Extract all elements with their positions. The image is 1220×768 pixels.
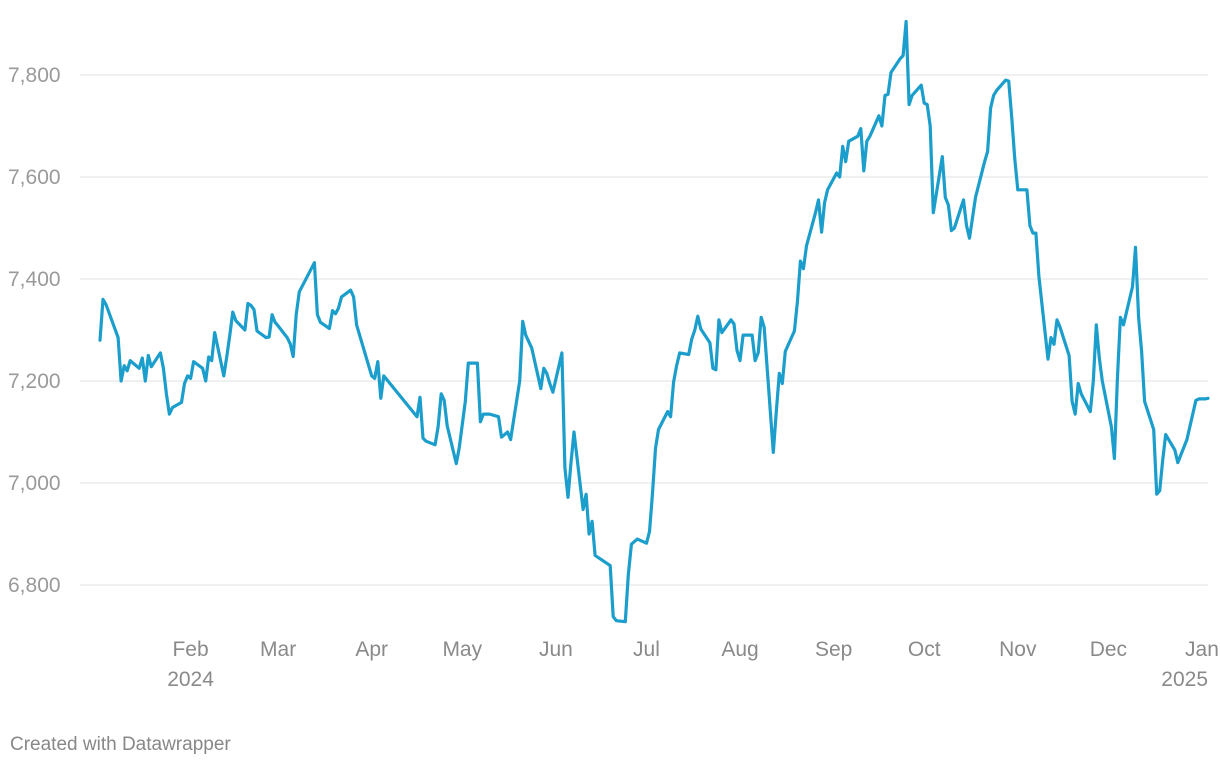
x-tick-year: 2025 xyxy=(1161,668,1208,691)
x-tick-month: Nov xyxy=(999,638,1037,661)
x-tick-label: May xyxy=(442,638,482,661)
x-tick-month: Jan xyxy=(1185,638,1219,661)
x-tick-label: Sep xyxy=(815,638,852,661)
x-tick-label: Oct xyxy=(908,638,941,661)
x-tick-month: Dec xyxy=(1090,638,1127,661)
x-tick-label: Feb 2024 xyxy=(167,638,214,691)
y-tick-label: 6,800 xyxy=(8,574,61,597)
x-tick-month: Mar xyxy=(260,638,296,661)
x-tick-month: Feb xyxy=(172,638,208,661)
y-tick-label: 7,800 xyxy=(8,64,61,87)
x-tick-label: Jun xyxy=(539,638,573,661)
x-tick-label: Nov xyxy=(999,638,1037,661)
x-tick-month: Sep xyxy=(815,638,852,661)
x-tick-year: 2024 xyxy=(167,668,214,691)
y-tick-label: 7,200 xyxy=(8,370,61,393)
y-axis-tick-labels: 6,800 7,000 7,200 7,400 7,600 7,800 xyxy=(8,64,61,597)
x-axis-tick-labels: Feb 2024 Mar Apr May Jun Jul Aug Sep Oct Nov Dec Jan… xyxy=(167,638,1219,691)
x-tick-month: Aug xyxy=(721,638,758,661)
y-tick-label: 7,400 xyxy=(8,268,61,291)
credit-footer: Created with Datawrapper xyxy=(10,734,231,755)
y-tick-label: 7,000 xyxy=(8,472,61,495)
x-tick-month: Oct xyxy=(908,638,941,661)
x-tick-label: Jan 2025 xyxy=(1161,638,1219,691)
gridlines xyxy=(80,74,1208,586)
x-tick-label: Jul xyxy=(633,638,660,661)
x-tick-month: Jun xyxy=(539,638,573,661)
x-tick-label: Apr xyxy=(355,638,388,661)
x-tick-month: Apr xyxy=(355,638,388,661)
x-tick-month: Jul xyxy=(633,638,660,661)
y-tick-label: 7,600 xyxy=(8,166,61,189)
series-line xyxy=(98,19,1210,624)
x-tick-month: May xyxy=(442,638,482,661)
x-tick-label: Dec xyxy=(1090,638,1127,661)
x-tick-label: Mar xyxy=(260,638,296,661)
x-tick-label: Aug xyxy=(721,638,758,661)
series-lines xyxy=(98,19,1210,624)
